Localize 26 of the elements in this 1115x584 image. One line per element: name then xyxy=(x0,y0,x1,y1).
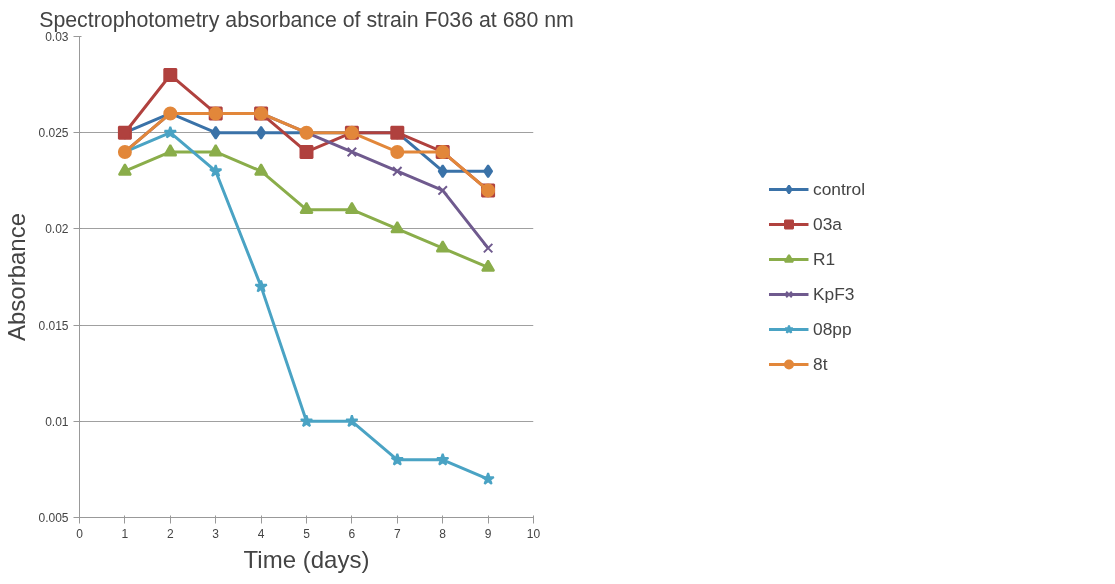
x-tick-label: 2 xyxy=(166,526,174,541)
y-tick-label: 0.03 xyxy=(45,30,69,44)
legend-label: 03a xyxy=(812,213,842,235)
x-tick-label: 1 xyxy=(121,526,129,541)
legend-label: 08pp xyxy=(812,318,852,340)
legend-label: control xyxy=(812,178,866,200)
chart-title: Spectrophotometry absorbance of strain F036 at 680 nm xyxy=(39,7,574,32)
x-tick-label: 10 xyxy=(526,526,541,541)
x-tick-label: 5 xyxy=(303,526,311,541)
x-tick-label: 6 xyxy=(348,526,356,541)
y-tick-label: 0.005 xyxy=(38,511,69,525)
x-tick-label: 9 xyxy=(484,526,492,541)
x-tick-label: 7 xyxy=(393,526,401,541)
x-tick-label: 4 xyxy=(257,526,265,541)
y-tick-label: 0.02 xyxy=(45,222,69,237)
legend-label: KpF3 xyxy=(812,283,855,305)
y-tick-label: 0.015 xyxy=(38,318,69,333)
x-tick-label: 3 xyxy=(212,526,220,541)
legend-label: 8t xyxy=(812,353,829,375)
legend-label: R1 xyxy=(812,248,836,270)
y-tick-label: 0.01 xyxy=(45,414,69,429)
y-tick-label: 0.025 xyxy=(38,126,69,141)
x-tick-label: 8 xyxy=(439,526,447,541)
y-axis-title: Absorbance xyxy=(3,212,31,342)
x-tick-label: 0 xyxy=(76,526,84,541)
x-axis-title: Time (days) xyxy=(243,545,370,573)
